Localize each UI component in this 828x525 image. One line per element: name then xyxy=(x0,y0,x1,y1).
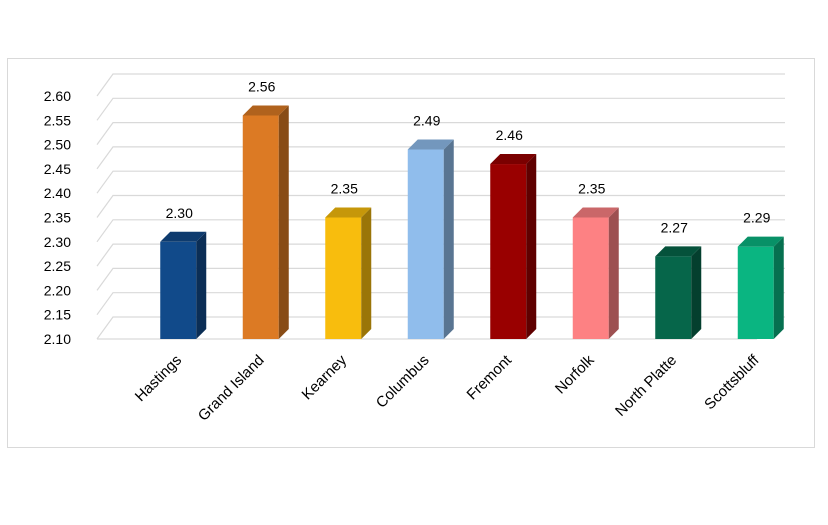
x-category-label: Scottsbluff xyxy=(701,351,763,413)
bar-side xyxy=(691,246,702,339)
bar-front xyxy=(407,149,444,339)
x-category-label: Hastings xyxy=(132,352,185,405)
y-tick-label: 2.55 xyxy=(44,112,71,128)
bar xyxy=(737,236,784,339)
bar-side xyxy=(278,105,289,339)
bar-side xyxy=(608,207,619,339)
y-tick-label: 2.35 xyxy=(44,210,71,226)
gridline xyxy=(96,194,785,218)
data-label: 2.30 xyxy=(166,205,193,221)
bar-side xyxy=(773,236,784,339)
bar xyxy=(242,105,289,339)
gridline xyxy=(96,97,785,121)
bar-top xyxy=(737,236,784,247)
bar-side xyxy=(196,231,207,339)
x-category-label: Norfolk xyxy=(552,351,598,397)
bar-front xyxy=(655,256,692,339)
gridline xyxy=(96,73,785,97)
gridline xyxy=(96,121,785,145)
bar xyxy=(655,246,702,339)
y-tick-label: 2.20 xyxy=(44,282,71,298)
bar xyxy=(572,207,619,339)
x-category-label: Fremont xyxy=(464,351,516,403)
bar-top xyxy=(655,246,702,257)
y-tick-label: 2.30 xyxy=(44,234,71,250)
bar-side xyxy=(361,207,372,339)
gridline xyxy=(96,146,785,170)
data-label: 2.49 xyxy=(413,112,440,128)
x-category-label: Grand Island xyxy=(195,352,268,425)
gridline xyxy=(96,267,785,291)
data-labels: 2.30 2.56 2.35 2.49 2.46 2.35 2.27 2.29 xyxy=(166,78,771,235)
bar-top xyxy=(325,207,372,218)
y-tick-label: 2.15 xyxy=(44,307,71,323)
bar xyxy=(325,207,372,339)
data-label: 2.29 xyxy=(743,210,770,226)
y-axis-tick-labels: 2.10 2.15 2.20 2.25 2.30 2.35 2.40 2.45 2.50 2.55… xyxy=(44,88,71,347)
bar-front xyxy=(160,241,197,339)
bar xyxy=(490,154,537,339)
y-tick-label: 2.25 xyxy=(44,258,71,274)
x-category-label: Kearney xyxy=(299,351,351,403)
x-category-label: Columbus xyxy=(373,352,433,412)
gridline xyxy=(96,243,785,267)
data-label: 2.56 xyxy=(248,78,275,94)
bar-side xyxy=(443,139,454,339)
y-tick-label: 2.10 xyxy=(44,331,71,347)
x-category-label: North Platte xyxy=(612,352,680,420)
bars xyxy=(160,105,784,339)
bar-top xyxy=(242,105,289,116)
data-label: 2.46 xyxy=(496,127,523,143)
x-axis-category-labels: Hastings Grand Island Kearney Columbus Fremo… xyxy=(132,351,763,424)
y-tick-label: 2.40 xyxy=(44,185,71,201)
bar-front xyxy=(325,217,362,339)
data-label: 2.35 xyxy=(331,181,358,197)
data-label: 2.27 xyxy=(661,219,688,235)
bar xyxy=(160,231,207,339)
bar-front xyxy=(737,246,774,339)
bar-front xyxy=(242,115,279,339)
bar-top xyxy=(490,154,537,165)
gridline xyxy=(96,170,785,194)
bar-side xyxy=(526,154,537,339)
y-tick-label: 2.45 xyxy=(44,161,71,177)
y-tick-label: 2.50 xyxy=(44,137,71,153)
y-tick-label: 2.60 xyxy=(44,88,71,104)
gridline xyxy=(96,316,785,340)
bar-front xyxy=(490,164,527,339)
bar-top xyxy=(407,139,454,150)
data-label: 2.35 xyxy=(578,181,605,197)
gridline xyxy=(96,219,785,243)
bar-top xyxy=(160,231,207,242)
gridline xyxy=(96,292,785,316)
bar-top xyxy=(572,207,619,218)
bar-front xyxy=(572,217,609,339)
gridlines xyxy=(96,73,785,340)
bar xyxy=(407,139,454,339)
